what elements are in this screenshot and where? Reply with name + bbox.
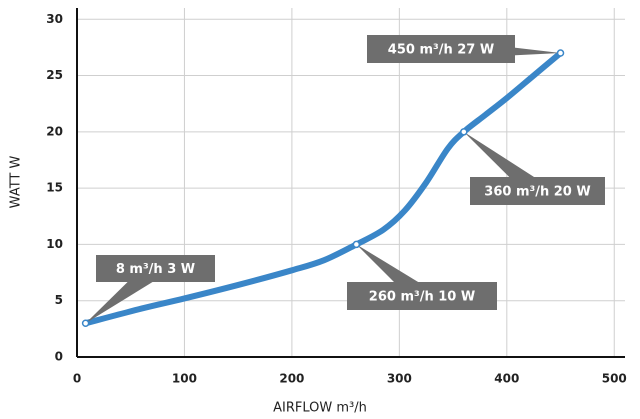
- callout-label: 260 m³/h 10 W: [369, 290, 475, 305]
- callout-box: [347, 282, 497, 310]
- y-tick-label: 25: [46, 68, 63, 82]
- x-tick-label: 0: [73, 372, 81, 386]
- callout-box: [96, 255, 215, 282]
- callout-label: 360 m³/h 20 W: [484, 185, 590, 200]
- callout-label: 450 m³/h 27 W: [388, 43, 494, 58]
- point-marker: [81, 319, 90, 327]
- x-tick-label: 200: [279, 372, 304, 386]
- x-tick-label: 100: [172, 372, 197, 386]
- y-tick-label: 20: [46, 124, 63, 138]
- x-tick-label: 400: [494, 372, 519, 386]
- y-tick-label: 5: [55, 293, 63, 307]
- y-tick-label: 15: [46, 181, 63, 195]
- data-line: [82, 50, 564, 327]
- point-marker: [556, 49, 565, 57]
- y-axis-label: WATT W: [9, 156, 24, 209]
- x-axis-label: AIRFLOW m³/h: [273, 401, 367, 416]
- point-marker: [352, 240, 361, 249]
- y-tick-label: 30: [46, 12, 63, 26]
- callout-box: [367, 35, 515, 63]
- point-marker: [460, 128, 468, 136]
- y-tick-label: 0: [55, 350, 63, 364]
- x-tick-label: 300: [387, 372, 412, 386]
- y-tick-label: 10: [46, 237, 63, 251]
- x-tick-label: 500: [602, 372, 627, 386]
- callout-label: 8 m³/h 3 W: [116, 262, 195, 277]
- callout-box: [470, 177, 605, 205]
